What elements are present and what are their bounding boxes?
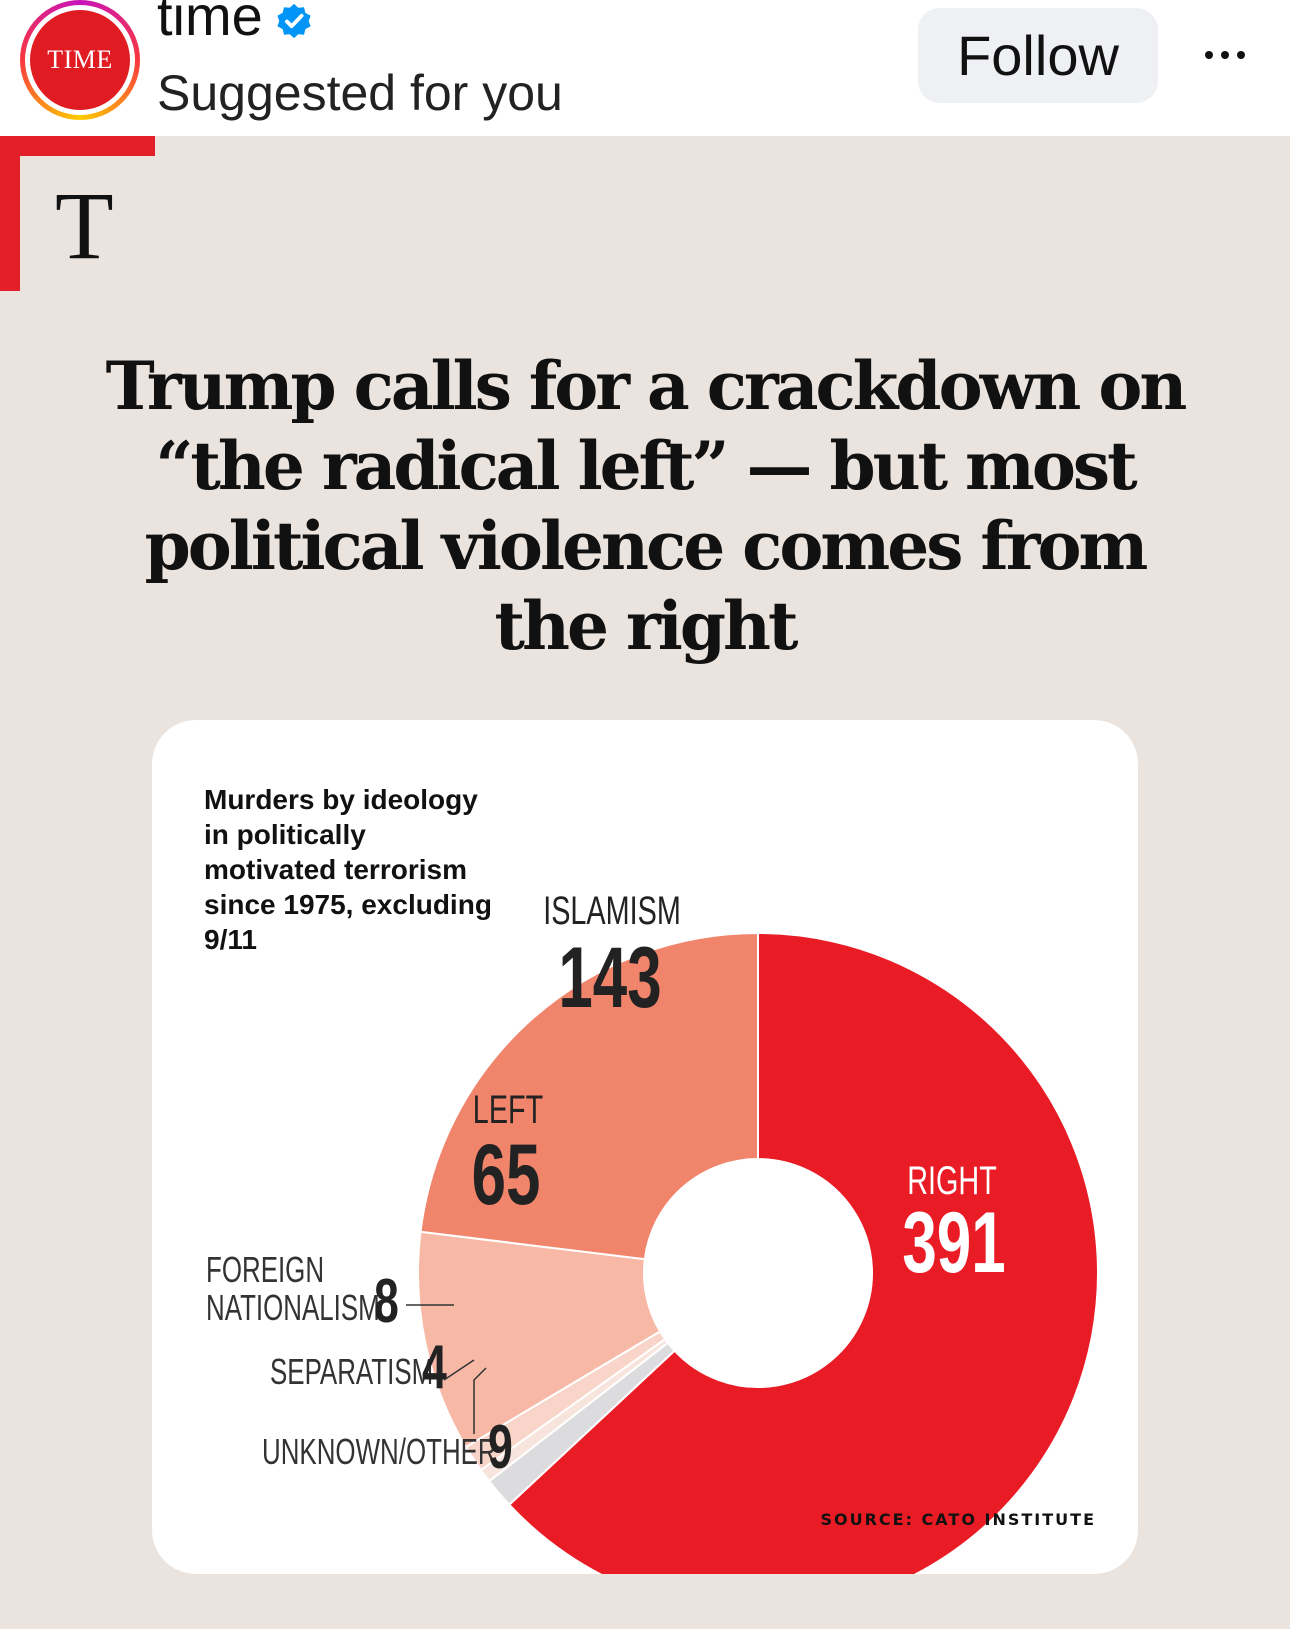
value-separatism: 4	[422, 1333, 447, 1402]
follow-button[interactable]: Follow	[918, 8, 1158, 103]
time-t-logo: T	[55, 172, 114, 279]
corner-accent	[0, 136, 20, 291]
verified-badge-icon	[277, 3, 311, 39]
label-right: RIGHT	[907, 1158, 997, 1203]
value-foreign-nationalism: 8	[374, 1267, 399, 1336]
corner-accent	[0, 136, 155, 156]
slice-right	[507, 931, 1099, 1574]
label-left: LEFT	[473, 1087, 543, 1132]
suggested-label: Suggested for you	[157, 65, 563, 121]
value-islamism: 143	[558, 929, 661, 1025]
username-text[interactable]: time	[157, 0, 263, 47]
post-header: TIME time Suggested for you Follow	[0, 0, 1290, 136]
value-right: 391	[902, 1194, 1005, 1290]
label-separatism: SEPARATISM	[270, 1352, 433, 1392]
value-left: 65	[472, 1126, 541, 1222]
chart-source: SOURCE: CATO INSTITUTE	[820, 1510, 1096, 1529]
time-logo: TIME	[30, 10, 130, 110]
chart-card: Murders by ideology in politically motiv…	[152, 720, 1138, 1574]
more-options-icon[interactable]	[1195, 30, 1255, 80]
slice-left	[417, 1230, 662, 1449]
label-foreign-nationalism-line2: NATIONALISM	[206, 1288, 380, 1328]
value-unknown-other: 9	[488, 1413, 513, 1482]
username[interactable]: time	[157, 0, 313, 44]
label-islamism: ISLAMISM	[543, 888, 681, 933]
headline: Trump calls for a crackdown on “the radi…	[105, 347, 1188, 665]
label-unknown-other: UNKNOWN/OTHER	[262, 1432, 497, 1472]
leader-line-unknown-other	[473, 1367, 487, 1434]
post-image[interactable]: T Trump calls for a crackdown on “the ra…	[0, 136, 1290, 1629]
label-foreign-nationalism-line1: FOREIGN	[206, 1250, 324, 1290]
slice-islamism	[419, 931, 759, 1261]
leader-line-separatism	[443, 1359, 475, 1381]
avatar[interactable]: TIME	[20, 0, 140, 120]
chart-title: Murders by ideology in politically motiv…	[204, 784, 492, 955]
